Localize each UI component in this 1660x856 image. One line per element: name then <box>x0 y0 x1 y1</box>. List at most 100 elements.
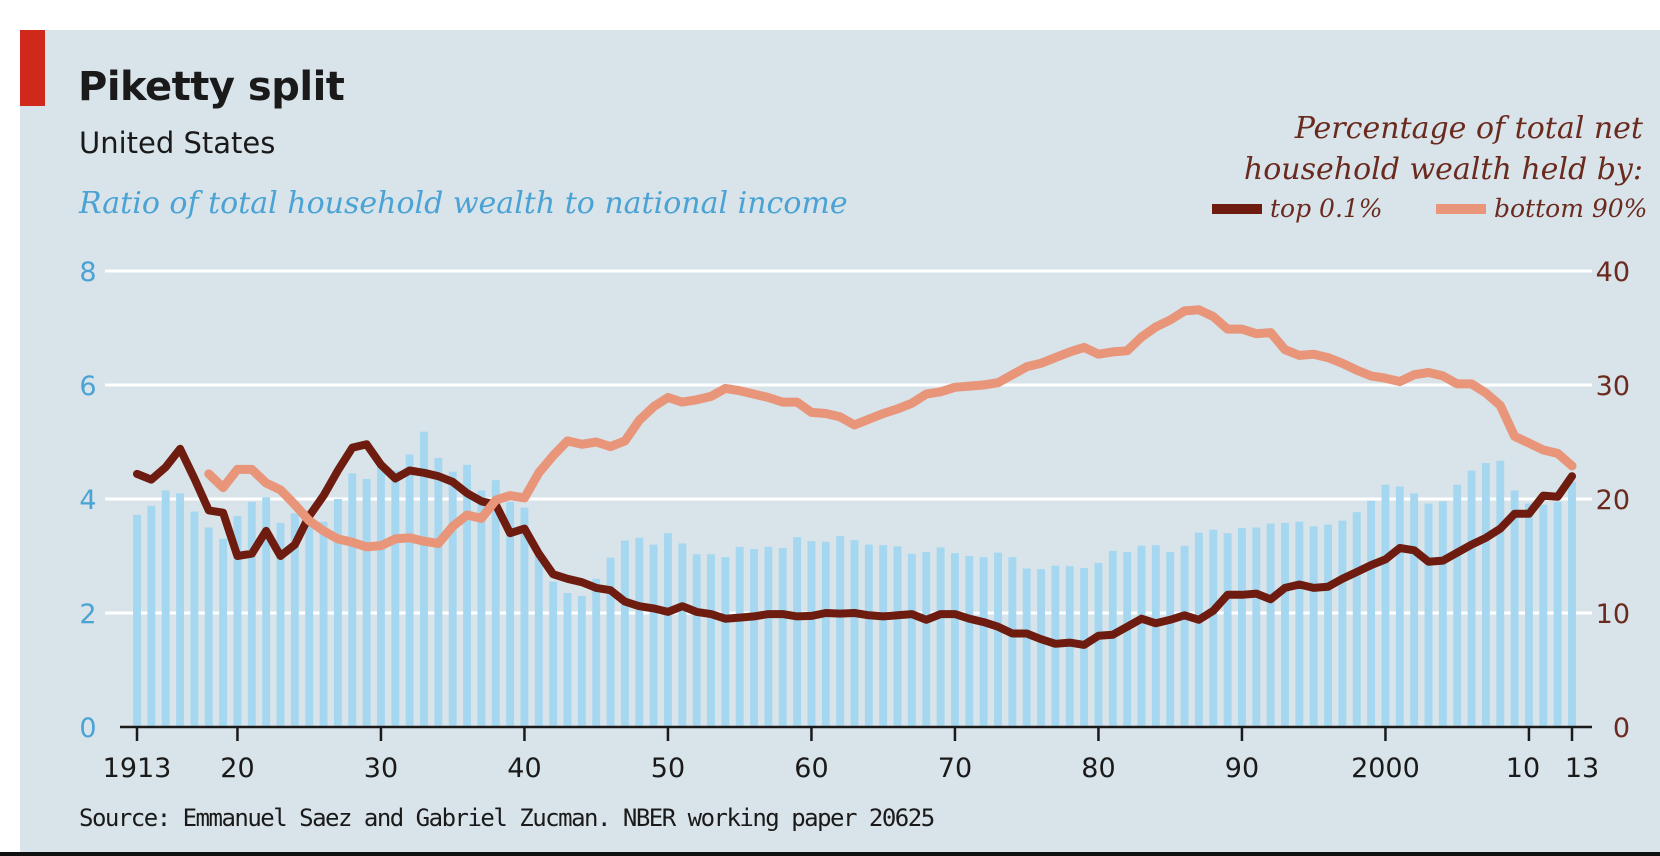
wealth-income-bar <box>491 480 500 727</box>
wealth-income-bar <box>1238 528 1246 727</box>
x-tick-label: 40 <box>507 753 541 784</box>
x-tick-label: 60 <box>794 753 828 784</box>
left-tick-label: 0 <box>79 713 96 744</box>
wealth-income-bar <box>276 522 285 727</box>
wealth-income-bar <box>1223 533 1232 727</box>
wealth-income-bar <box>836 536 845 727</box>
wealth-income-bar <box>448 471 457 727</box>
right-tick-label: 0 <box>1613 713 1630 744</box>
wealth-income-bar <box>1568 481 1576 727</box>
wealth-income-bar <box>506 501 515 727</box>
wealth-income-bar <box>649 544 658 727</box>
wealth-income-bar <box>721 557 730 727</box>
wealth-income-bar <box>161 490 170 727</box>
wealth-income-bar <box>190 511 199 727</box>
wealth-income-bar <box>247 501 256 727</box>
wealth-income-bar <box>951 553 959 727</box>
wealth-income-bar <box>305 510 314 727</box>
wealth-income-bar <box>965 556 974 727</box>
wealth-income-bar <box>1137 545 1146 727</box>
legend-swatch-bottom <box>1436 203 1486 214</box>
legend-label-bottom: bottom 90% <box>1494 194 1648 223</box>
wealth-income-bar <box>520 507 529 727</box>
wealth-income-bar <box>1453 484 1462 727</box>
x-tick-label: 2000 <box>1351 753 1420 784</box>
wealth-income-bar <box>1324 524 1332 727</box>
wealth-income-bar <box>864 544 873 727</box>
wealth-income-bar <box>893 546 902 727</box>
wealth-income-bar <box>635 537 644 727</box>
x-tick-label: 50 <box>651 753 685 784</box>
wealth-income-bar <box>707 554 715 727</box>
wealth-income-bar <box>1496 460 1505 727</box>
wealth-income-bar <box>147 505 156 727</box>
wealth-income-bar <box>692 554 701 727</box>
wealth-income-bar <box>1367 500 1376 727</box>
wealth-income-bar <box>1151 545 1160 727</box>
wealth-income-bar <box>793 537 802 727</box>
left-tick-label: 8 <box>79 257 96 288</box>
right-tick-label: 20 <box>1596 485 1630 516</box>
wealth-income-bar <box>1424 503 1433 727</box>
brand-accent-tag <box>20 30 45 106</box>
wealth-income-bar <box>1553 501 1562 727</box>
wealth-income-bar <box>606 557 615 727</box>
wealth-income-bar <box>434 457 443 727</box>
x-tick-label: 10 <box>1506 753 1540 784</box>
wealth-income-bar <box>1309 526 1318 727</box>
wealth-income-bar <box>850 540 859 727</box>
wealth-income-bar <box>463 464 471 727</box>
wealth-income-bar <box>1410 493 1419 727</box>
wealth-income-bar <box>764 546 773 727</box>
wealth-income-bar <box>405 454 414 727</box>
wealth-income-bar <box>549 581 558 727</box>
wealth-income-bar <box>577 595 586 727</box>
wealth-income-bar <box>1438 501 1447 727</box>
left-tick-label: 2 <box>79 599 96 630</box>
wealth-income-bar <box>1395 486 1404 727</box>
right-axis-title: Percentage of total net household wealth… <box>1244 108 1643 190</box>
wealth-income-bar <box>233 516 242 727</box>
x-tick-label: 90 <box>1225 753 1259 784</box>
right-tick-label: 10 <box>1596 599 1630 630</box>
wealth-income-bar <box>678 543 687 727</box>
wealth-income-bar <box>1481 463 1490 727</box>
wealth-income-bar <box>176 493 184 727</box>
wealth-income-bar <box>735 546 744 727</box>
x-tick-label: 80 <box>1081 753 1115 784</box>
wealth-income-bar <box>391 470 400 727</box>
wealth-income-bar <box>219 538 228 727</box>
wealth-income-bar <box>936 547 945 727</box>
wealth-income-bar <box>1295 521 1304 727</box>
wealth-income-bar <box>807 541 816 727</box>
wealth-income-bar <box>592 578 601 727</box>
wealth-income-bar <box>1510 490 1519 727</box>
x-tick-label: 30 <box>364 753 398 784</box>
left-tick-label: 6 <box>79 371 96 402</box>
wealth-income-bar <box>333 499 342 727</box>
bars <box>133 431 1576 727</box>
wealth-income-bar <box>319 521 328 727</box>
chart-title: Piketty split <box>78 64 345 110</box>
wealth-income-bar <box>750 549 758 727</box>
series-line-top-0-1-pct <box>133 440 1576 649</box>
series-lines <box>133 305 1577 649</box>
wealth-income-bar <box>534 553 543 727</box>
wealth-income-bar <box>778 548 787 727</box>
wealth-income-bar <box>821 541 830 727</box>
wealth-income-bar <box>1539 504 1548 727</box>
series-line-bottom-90-pct <box>204 305 1577 552</box>
right-tick-label: 40 <box>1596 257 1630 288</box>
wealth-income-bar <box>1209 529 1218 727</box>
wealth-income-bar <box>1352 512 1361 727</box>
wealth-income-bar <box>1467 470 1476 727</box>
bottom-rule <box>0 852 1660 856</box>
wealth-income-bar <box>1252 527 1261 727</box>
right-tick-label: 30 <box>1596 371 1630 402</box>
wealth-income-bar <box>563 593 572 727</box>
legend-label-top: top 0.1% <box>1270 194 1383 223</box>
wealth-income-bar <box>1266 523 1275 727</box>
legend-item-bottom: bottom 90% <box>1436 194 1647 223</box>
axes: 0 0 2 10 4 20 6 30 8 40 1913 20 30 40 50 60 70 80 90 2000 10… <box>79 257 1630 784</box>
